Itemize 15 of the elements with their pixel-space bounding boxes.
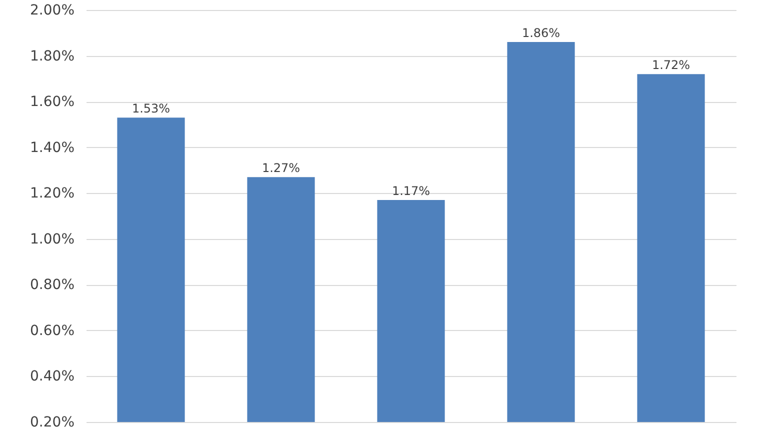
- y-tick-label: 0.60%: [30, 322, 74, 339]
- y-tick-label: 2.00%: [30, 2, 74, 18]
- data-label: 1.86%: [522, 26, 560, 40]
- y-tick-label: 1.60%: [30, 94, 74, 110]
- data-label: 1.17%: [392, 184, 430, 198]
- y-tick-label: 1.00%: [30, 231, 74, 248]
- y-tick-label: 1.20%: [30, 186, 74, 202]
- y-tick-label: 0.80%: [30, 277, 74, 294]
- data-label: 1.72%: [652, 58, 690, 72]
- y-tick-label: 0.20%: [30, 414, 74, 430]
- data-label: 1.27%: [262, 161, 300, 176]
- y-tick-label: 1.40%: [30, 140, 74, 156]
- y-tick-label: 0.40%: [30, 368, 74, 385]
- y-tick-label: 1.80%: [30, 48, 74, 64]
- data-label: 1.53%: [132, 102, 170, 116]
